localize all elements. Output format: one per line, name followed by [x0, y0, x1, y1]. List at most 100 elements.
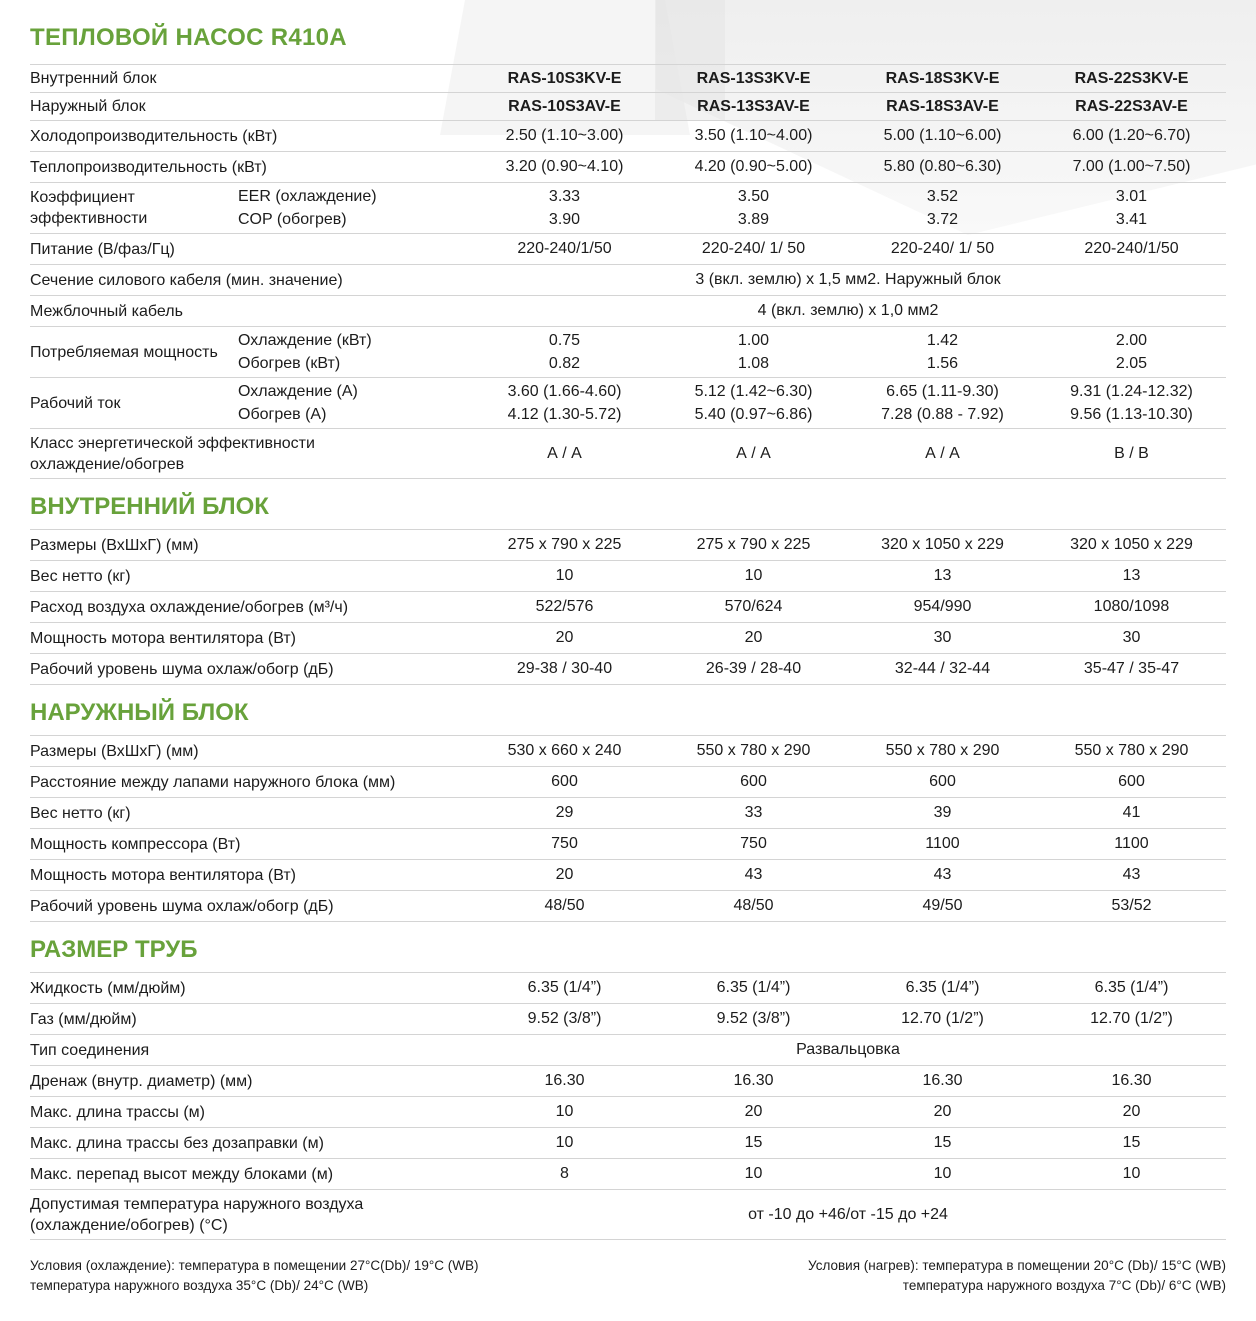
- row-sublabels: Охлаждение (А) Обогрев (А): [238, 380, 470, 426]
- spec-value: А / А: [925, 444, 960, 462]
- row-label: Потребляемая мощность: [30, 343, 218, 361]
- row-sublabel: Охлаждение (кВт): [238, 332, 372, 349]
- spec-value: 600: [740, 773, 767, 790]
- row-label: Расстояние между лапами наружного блока …: [30, 773, 396, 791]
- row-label: Рабочий уровень шума охлаж/обогр (дБ): [30, 660, 334, 678]
- spec-value: 29: [555, 804, 574, 821]
- spec-value: 10: [555, 567, 574, 584]
- row-label: Внутренний блок: [30, 70, 157, 87]
- spec-value: 15: [1122, 1134, 1141, 1151]
- spec-value: 32-44 / 32-44: [894, 660, 991, 677]
- spec-value: 4.20 (0.90~5.00): [694, 158, 813, 175]
- spec-value: 13: [933, 567, 952, 584]
- table-row: Рабочий уровень шума охлаж/обогр (дБ) 29…: [30, 654, 1226, 685]
- spec-value: 275 x 790 x 225: [507, 536, 622, 553]
- spec-value: 16.30: [922, 1072, 963, 1089]
- spec-value: 3 (вкл. землю) x 1,5 мм2. Наружный блок: [695, 271, 1001, 288]
- spec-value: 320 x 1050 x 229: [1070, 536, 1193, 553]
- footnote-line: температура наружного воздуха 7°C (Db)/ …: [902, 1278, 1226, 1294]
- table-row: Наружный блок RAS-10S3AV-E RAS-13S3AV-E …: [30, 93, 1226, 121]
- row-label: Межблочный кабель: [30, 302, 183, 320]
- table-row: Жидкость (мм/дюйм) 6.35 (1/4”) 6.35 (1/4…: [30, 973, 1226, 1004]
- row-label: Размеры (ВхШхГ) (мм): [30, 742, 199, 760]
- row-label: Тип соединения: [30, 1041, 150, 1059]
- spec-value: 5.12 (1.42~6.30) 5.40 (0.97~6.86): [659, 380, 848, 426]
- spec-value: А / А: [547, 444, 582, 462]
- spec-table-indoor-unit: Размеры (ВхШхГ) (мм) 275 x 790 x 225 275…: [30, 529, 1226, 685]
- spec-value: 20: [1122, 1103, 1141, 1120]
- spec-value-line: 7.28 (0.88 - 7.92): [881, 406, 1004, 423]
- spec-value: А / А: [736, 444, 771, 462]
- spec-table-outdoor-unit: Размеры (ВхШхГ) (мм) 530 x 660 x 240 550…: [30, 735, 1226, 922]
- row-sublabel: Обогрев (А): [238, 406, 327, 423]
- spec-value: 220-240/1/50: [517, 240, 612, 257]
- row-label: Рабочий уровень шума охлаж/обогр (дБ): [30, 897, 334, 915]
- row-label: Вес нетто (кг): [30, 804, 131, 822]
- row-label: Газ (мм/дюйм): [30, 1010, 137, 1028]
- spec-value: 6.35 (1/4”): [905, 979, 980, 996]
- spec-value: 6.00 (1.20~6.70): [1072, 127, 1191, 144]
- spec-value: 750: [551, 835, 578, 852]
- spec-table-general: Внутренний блок RAS-10S3KV-E RAS-13S3KV-…: [30, 64, 1226, 479]
- spec-value: 16.30: [733, 1072, 774, 1089]
- spec-value: 10: [1122, 1165, 1141, 1182]
- table-row: Мощность компрессора (Вт) 750 750 1100 1…: [30, 829, 1226, 860]
- spec-value: 9.52 (3/8”): [527, 1010, 602, 1027]
- spec-value: 1.00 1.08: [659, 329, 848, 375]
- table-row: Вес нетто (кг) 10 10 13 13: [30, 561, 1226, 592]
- spec-value: 13: [1122, 567, 1141, 584]
- spec-value: 600: [551, 773, 578, 790]
- spec-value: 6.35 (1/4”): [527, 979, 602, 996]
- spec-value: 1.42 1.56: [848, 329, 1037, 375]
- spec-value-line: 1.08: [737, 355, 770, 372]
- row-label: Теплопроизводительность (кВт): [30, 158, 267, 176]
- spec-value-line: 3.01: [1115, 188, 1148, 205]
- table-row: Дренаж (внутр. диаметр) (мм) 16.30 16.30…: [30, 1066, 1226, 1097]
- spec-value: 9.52 (3/8”): [716, 1010, 791, 1027]
- table-row: Класс энергетической эффективности охлаж…: [30, 429, 1226, 479]
- spec-value: 20: [744, 629, 763, 646]
- row-label: Макс. длина трассы (м): [30, 1103, 205, 1121]
- spec-value: 0.75 0.82: [470, 329, 659, 375]
- row-sublabel: Охлаждение (А): [238, 383, 358, 400]
- spec-value: 12.70 (1/2”): [901, 1010, 984, 1027]
- spec-value-line: 3.89: [737, 211, 770, 228]
- spec-value: 20: [933, 1103, 952, 1120]
- spec-value-line: 3.72: [926, 211, 959, 228]
- spec-value: 12.70 (1/2”): [1090, 1010, 1173, 1027]
- spec-value-line: 5.40 (0.97~6.86): [694, 406, 813, 423]
- footnote-line: Условия (охлаждение): температура в поме…: [30, 1258, 479, 1273]
- row-label: Мощность мотора вентилятора (Вт): [30, 866, 296, 884]
- spec-value: 8: [560, 1165, 569, 1182]
- spec-value: 33: [744, 804, 763, 821]
- spec-value: 3.01 3.41: [1037, 185, 1226, 231]
- spec-value: 750: [740, 835, 767, 852]
- spec-value: 6.35 (1/4”): [716, 979, 791, 996]
- spec-value: 2.50 (1.10~3.00): [505, 127, 624, 144]
- row-label: Размеры (ВхШхГ) (мм): [30, 536, 199, 554]
- spec-value-line: 3.52: [926, 188, 959, 205]
- spec-value: RAS-18S3AV-E: [886, 97, 999, 115]
- spec-value: 570/624: [724, 598, 783, 615]
- spec-value: 15: [933, 1134, 952, 1151]
- spec-value: 35-47 / 35-47: [1083, 660, 1180, 677]
- spec-value: 5.00 (1.10~6.00): [883, 127, 1002, 144]
- row-sublabel: Обогрев (кВт): [238, 355, 341, 372]
- spec-value: 3.20 (0.90~4.10): [505, 158, 624, 175]
- spec-value: 10: [744, 567, 763, 584]
- table-row: Размеры (ВхШхГ) (мм) 275 x 790 x 225 275…: [30, 530, 1226, 561]
- spec-value-line: 3.50: [737, 188, 770, 205]
- table-row: Вес нетто (кг) 29 33 39 41: [30, 798, 1226, 829]
- section-heading-indoor-unit: ВНУТРЕННИЙ БЛОК: [30, 493, 269, 520]
- table-row: Коэффициент эффективности EER (охлаждени…: [30, 183, 1226, 234]
- spec-value: 600: [1118, 773, 1145, 790]
- row-sublabels: EER (охлаждение) COP (обогрев): [238, 185, 470, 231]
- spec-value: 220-240/ 1/ 50: [701, 240, 806, 257]
- spec-value-line: 2.05: [1115, 355, 1148, 372]
- table-row: Макс. перепад высот между блоками (м) 8 …: [30, 1159, 1226, 1190]
- spec-value: 48/50: [544, 897, 585, 914]
- spec-value-line: 0.75: [548, 332, 581, 349]
- spec-value: 3.60 (1.66-4.60) 4.12 (1.30-5.72): [470, 380, 659, 426]
- table-row: Допустимая температура наружного воздуха…: [30, 1190, 1226, 1240]
